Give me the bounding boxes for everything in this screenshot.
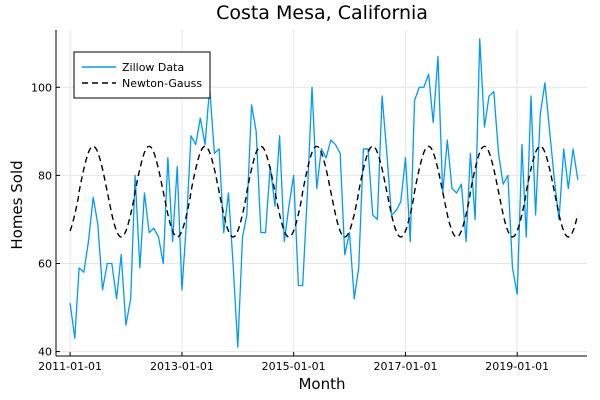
y-axis-label: Homes Sold bbox=[8, 160, 26, 249]
x-axis-label: Month bbox=[298, 375, 345, 393]
legend-label-zillow-data: Zillow Data bbox=[122, 61, 184, 74]
x-tick-label: 2013-01-01 bbox=[150, 360, 214, 373]
legend-box bbox=[73, 51, 211, 99]
x-tick-label: 2019-01-01 bbox=[485, 360, 549, 373]
x-tick-label: 2015-01-01 bbox=[262, 360, 326, 373]
y-tick-label: 80 bbox=[38, 169, 52, 182]
legend-label-newton-gauss: Newton-Gauss bbox=[122, 77, 202, 90]
series-layer bbox=[69, 38, 579, 348]
y-tick-label: 40 bbox=[38, 346, 52, 359]
series-line-zillow-data bbox=[69, 38, 579, 348]
legend: Zillow Data Newton-Gauss bbox=[73, 51, 211, 99]
axes: 2011-01-01 2013-01-01 2015-01-01 2017-01-01… bbox=[31, 30, 587, 373]
y-tick-label: 60 bbox=[38, 257, 52, 270]
y-tick-label: 100 bbox=[31, 81, 52, 94]
chart-title: Costa Mesa, California bbox=[216, 2, 428, 24]
x-tick-label: 2011-01-01 bbox=[38, 360, 102, 373]
x-tick-label: 2017-01-01 bbox=[374, 360, 438, 373]
series-line-newton-gauss bbox=[69, 145, 579, 238]
